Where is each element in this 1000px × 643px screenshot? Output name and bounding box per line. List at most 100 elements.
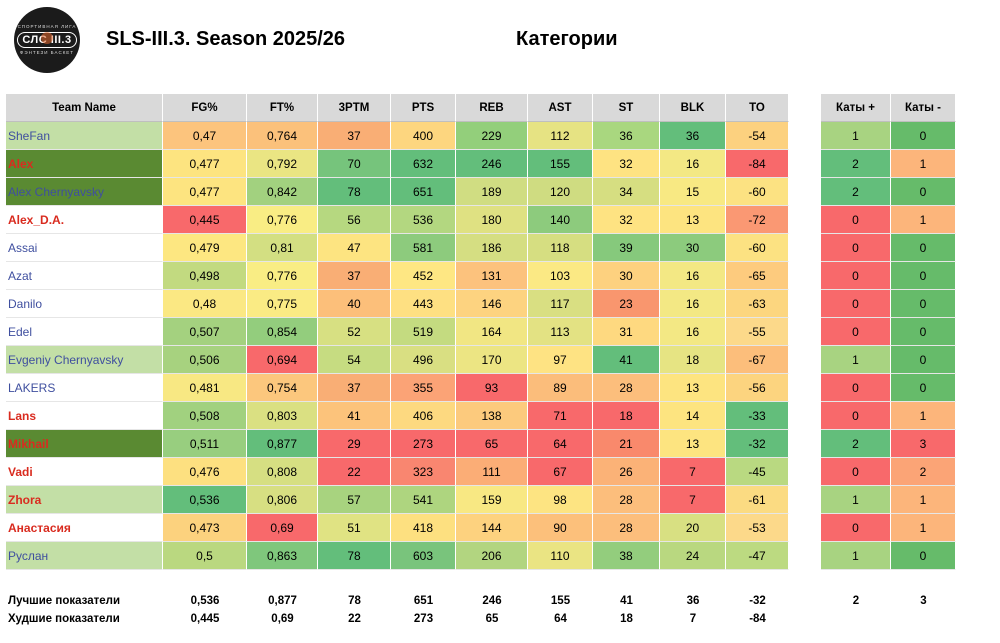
stat-cell: 113 xyxy=(528,318,593,346)
category-count-cell: 0 xyxy=(891,262,956,290)
column-gap xyxy=(789,486,821,514)
stat-cell: 98 xyxy=(528,486,593,514)
column-gap xyxy=(789,122,821,150)
stat-cell: 51 xyxy=(318,514,391,542)
stat-cell: 54 xyxy=(318,346,391,374)
stat-cell: 18 xyxy=(660,346,726,374)
stat-cell: 0,792 xyxy=(247,150,318,178)
stat-cell: -33 xyxy=(726,402,789,430)
category-count-cell: 0 xyxy=(891,290,956,318)
stat-cell: 20 xyxy=(660,514,726,542)
stat-cell: 159 xyxy=(456,486,528,514)
stat-cell: 30 xyxy=(660,234,726,262)
stat-cell: 90 xyxy=(528,514,593,542)
stat-cell: 0,507 xyxy=(163,318,247,346)
summary-value: 273 xyxy=(413,613,434,625)
stat-cell: 71 xyxy=(528,402,593,430)
stat-cell: 0,481 xyxy=(163,374,247,402)
team-name: Edel xyxy=(6,318,163,346)
league-logo: СПОРТИВНАЯ ЛИГА СЛС III.3 ФЭНТЕЗИ БАСКЕТ xyxy=(14,7,80,73)
stat-cell: 28 xyxy=(593,514,660,542)
stat-cell: 0,477 xyxy=(163,178,247,206)
stat-cell: 103 xyxy=(528,262,593,290)
category-count-cell: 1 xyxy=(891,402,956,430)
stat-cell: 0,806 xyxy=(247,486,318,514)
stat-cell: 0,536 xyxy=(163,486,247,514)
column-gap xyxy=(789,234,821,262)
category-count-cell: 0 xyxy=(821,262,891,290)
category-count-cell: 1 xyxy=(891,150,956,178)
stat-cell: 118 xyxy=(528,234,593,262)
stat-cell: 78 xyxy=(318,178,391,206)
stat-cell: -32 xyxy=(726,430,789,458)
stat-cell: 13 xyxy=(660,206,726,234)
stat-cell: 18 xyxy=(593,402,660,430)
category-count-cell: 0 xyxy=(821,514,891,542)
team-name: Руслан xyxy=(6,542,163,570)
stat-cell: 0,81 xyxy=(247,234,318,262)
stat-cell: -53 xyxy=(726,514,789,542)
stat-cell: -55 xyxy=(726,318,789,346)
stat-cell: 78 xyxy=(318,542,391,570)
stat-cell: 246 xyxy=(456,150,528,178)
stat-cell: 0,445 xyxy=(163,206,247,234)
column-gap xyxy=(789,346,821,374)
category-count-cell: 2 xyxy=(821,430,891,458)
column-header: PTS xyxy=(391,94,456,122)
stat-cell: 273 xyxy=(391,430,456,458)
stat-cell: 400 xyxy=(391,122,456,150)
stat-cell: 536 xyxy=(391,206,456,234)
stat-cell: 0,508 xyxy=(163,402,247,430)
category-count-cell: 0 xyxy=(891,122,956,150)
stat-cell: 0,473 xyxy=(163,514,247,542)
category-count-cell: 1 xyxy=(891,514,956,542)
stat-cell: 41 xyxy=(593,346,660,374)
stat-cell: 30 xyxy=(593,262,660,290)
column-gap xyxy=(789,178,821,206)
column-header: 3PTM xyxy=(318,94,391,122)
summary-table: Лучшие показатели 0,536 0,877 78 651 246 155 41… xyxy=(6,592,956,628)
column-gap xyxy=(789,458,821,486)
stat-cell: 32 xyxy=(593,206,660,234)
stat-cell: 117 xyxy=(528,290,593,318)
summary-value xyxy=(821,610,891,628)
team-name: Zhora xyxy=(6,486,163,514)
stat-cell: -47 xyxy=(726,542,789,570)
stat-cell: -45 xyxy=(726,458,789,486)
stats-table: Team Name FG% FT% 3PTM PTS REB AST ST BLK TO Каты … xyxy=(6,94,956,570)
stat-cell: 519 xyxy=(391,318,456,346)
summary-value: 155 xyxy=(550,595,571,607)
column-gap xyxy=(789,514,821,542)
team-name: Danilo xyxy=(6,290,163,318)
summary-value: 651 xyxy=(413,595,434,607)
stat-cell: 0,476 xyxy=(163,458,247,486)
stat-cell: -54 xyxy=(726,122,789,150)
stat-cell: 28 xyxy=(593,374,660,402)
summary-value: 18 xyxy=(620,613,633,625)
stat-cell: 146 xyxy=(456,290,528,318)
stat-cell: 632 xyxy=(391,150,456,178)
stat-cell: 37 xyxy=(318,262,391,290)
summary-value: 0,877 xyxy=(268,595,297,607)
logo-top-text: СПОРТИВНАЯ ЛИГА xyxy=(17,23,77,29)
summary-value: 3 xyxy=(920,595,927,607)
column-header: FT% xyxy=(247,94,318,122)
stat-cell: 14 xyxy=(660,402,726,430)
category-count-cell: 1 xyxy=(821,346,891,374)
column-gap xyxy=(789,610,821,628)
stat-cell: 29 xyxy=(318,430,391,458)
category-count-cell: 0 xyxy=(891,318,956,346)
stat-cell: -65 xyxy=(726,262,789,290)
stat-cell: 16 xyxy=(660,318,726,346)
basketball-icon xyxy=(41,32,53,44)
stat-cell: 0,498 xyxy=(163,262,247,290)
stat-cell: 651 xyxy=(391,178,456,206)
stat-cell: 0,808 xyxy=(247,458,318,486)
stat-cell: 93 xyxy=(456,374,528,402)
summary-value: 246 xyxy=(482,595,502,607)
summary-value: 7 xyxy=(689,613,697,625)
category-count-cell: 1 xyxy=(821,122,891,150)
column-gap xyxy=(789,318,821,346)
stat-cell: 112 xyxy=(528,122,593,150)
column-gap xyxy=(789,374,821,402)
